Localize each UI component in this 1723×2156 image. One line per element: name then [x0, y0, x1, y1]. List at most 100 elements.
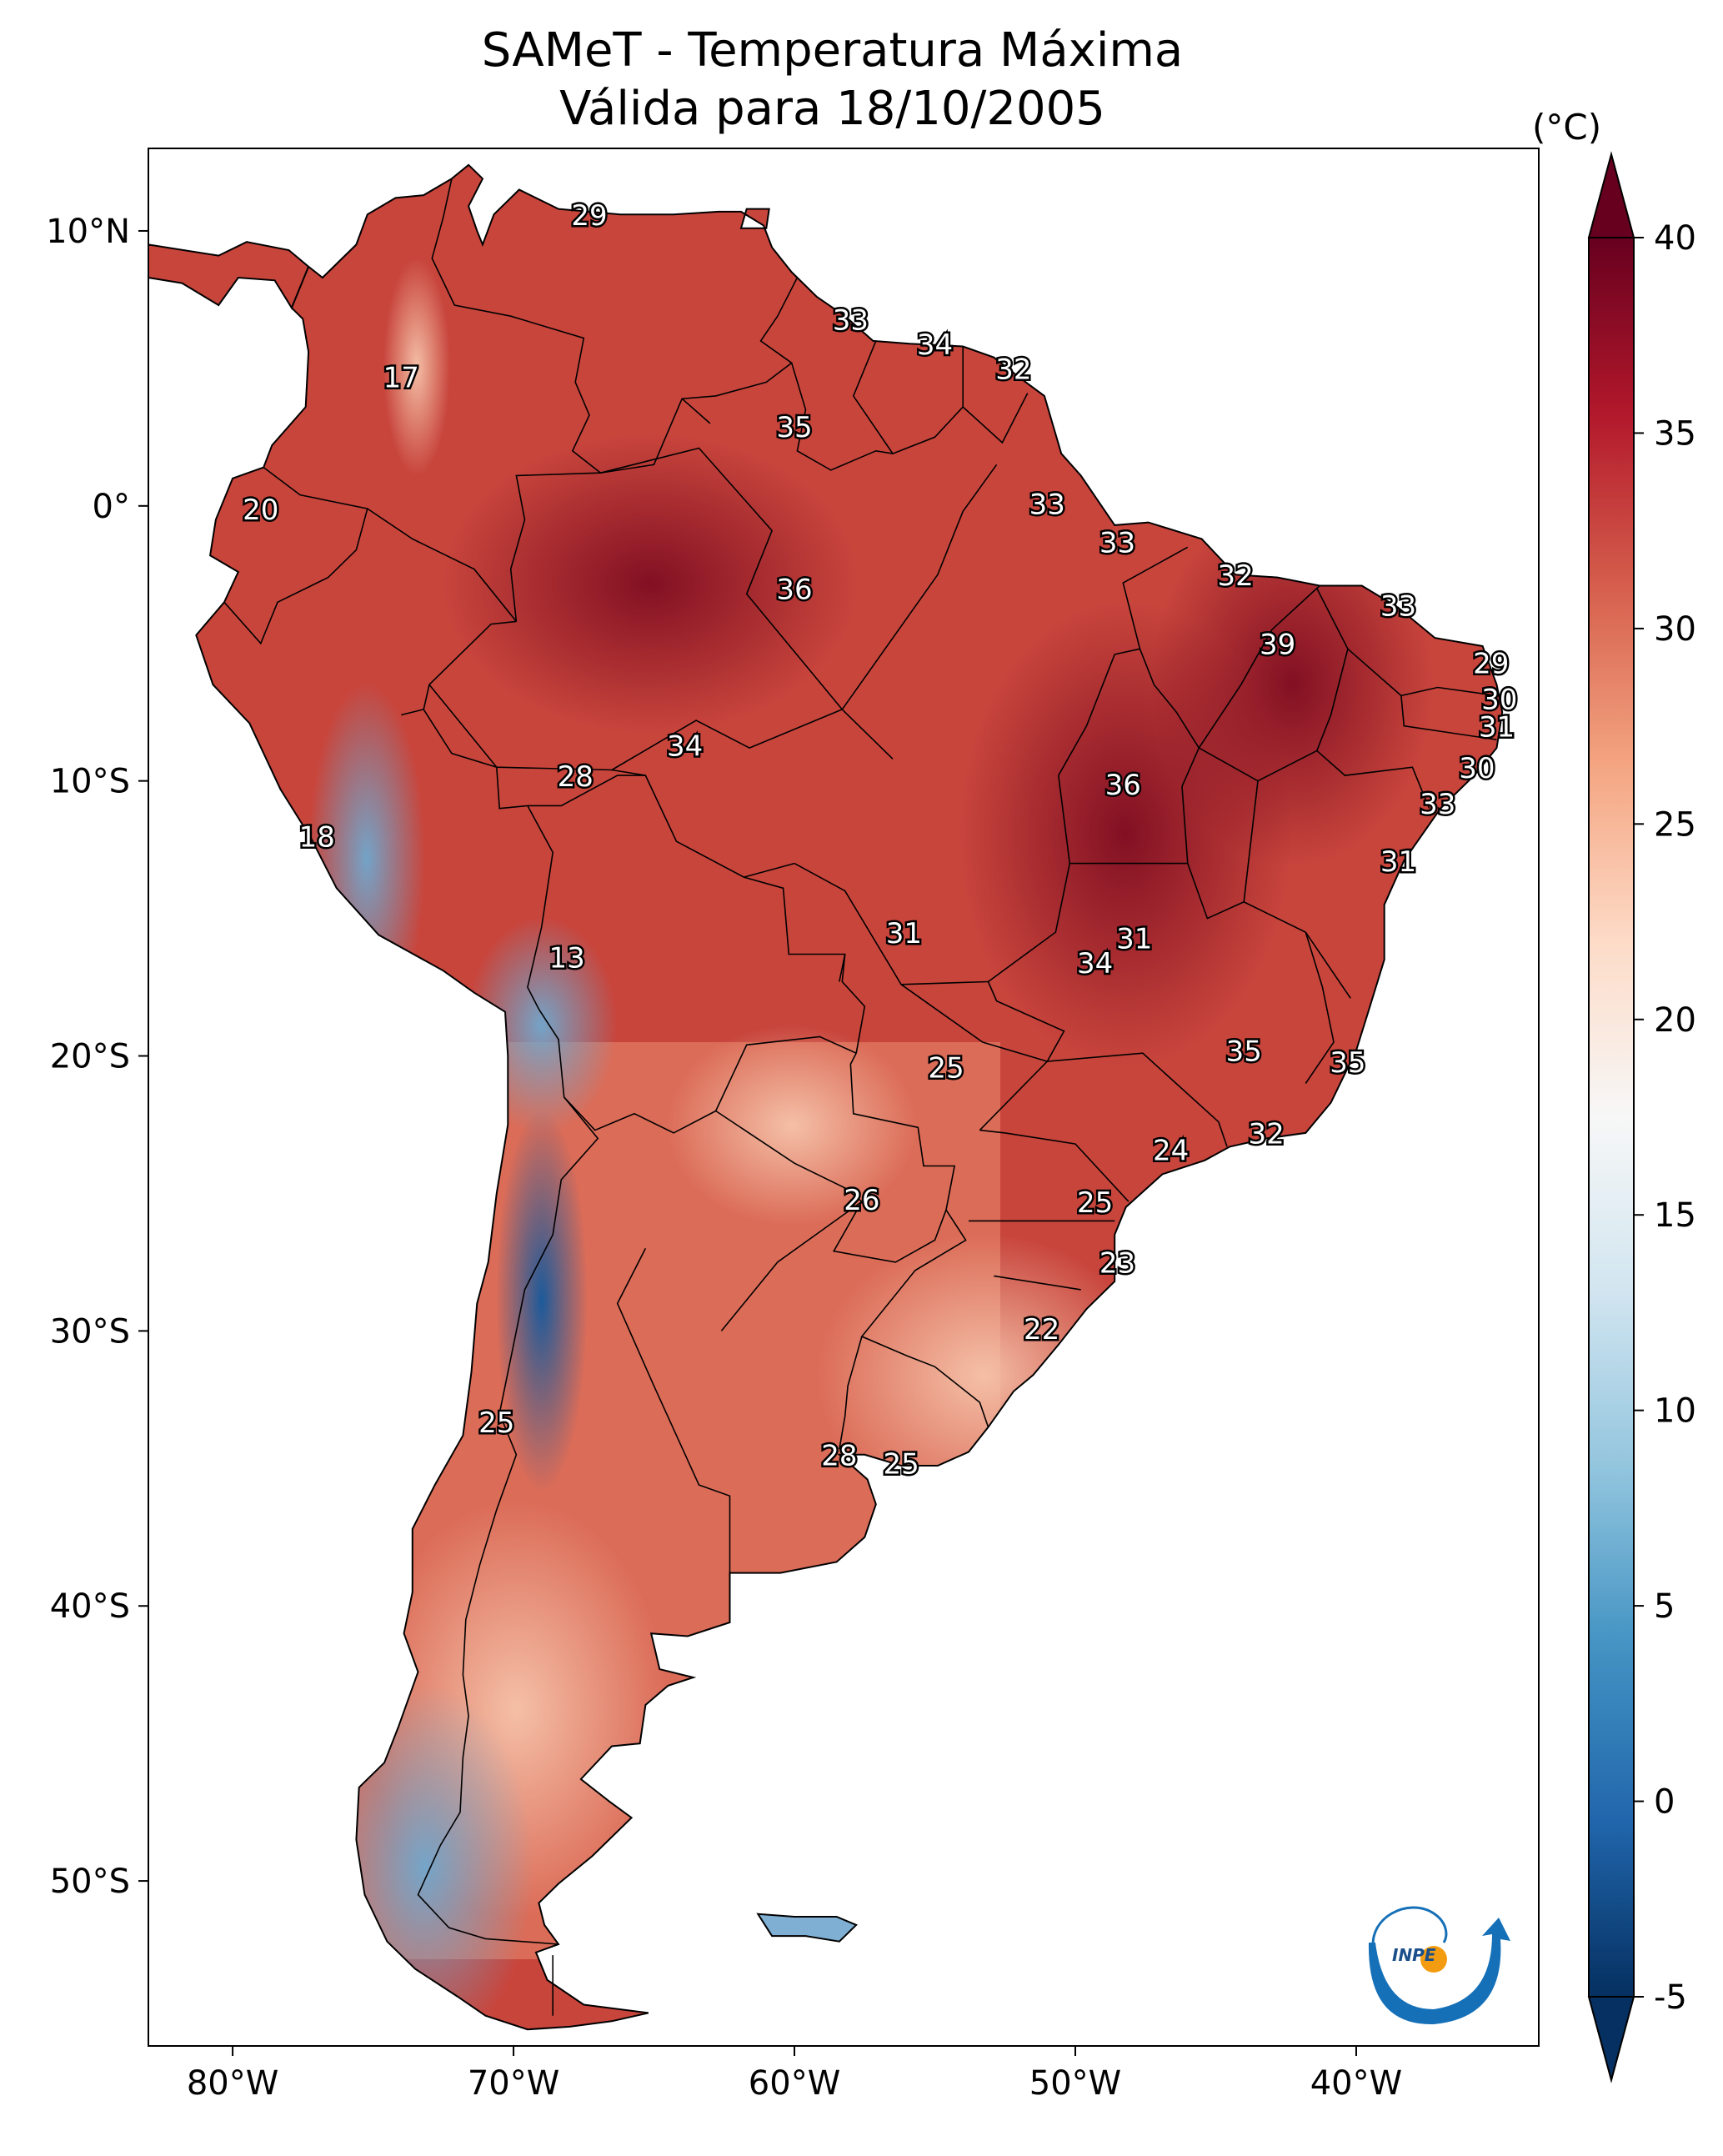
logo-orange-dot — [1420, 1946, 1447, 1973]
station-value-label: 30 — [1481, 684, 1517, 717]
lat-tick-label: 40°S — [50, 1587, 130, 1626]
colorbar-tick-label: 20 — [1654, 1001, 1696, 1040]
station-value-label: 34 — [667, 730, 703, 764]
lat-tick-label: 0° — [93, 488, 130, 526]
shade-mild-paraguay — [667, 1025, 917, 1226]
lon-tick-label: 80°W — [187, 2064, 278, 2103]
map-frame — [148, 148, 1540, 2047]
station-value-label: 31 — [1380, 845, 1416, 879]
lat-tick-label: 50°S — [50, 1863, 130, 1901]
station-value-label: 25 — [883, 1448, 919, 1482]
border-line — [431, 178, 601, 474]
station-value-label: 33 — [1420, 788, 1455, 821]
station-value-label: 34 — [917, 328, 953, 362]
border-line — [715, 1110, 947, 1263]
border-line — [527, 805, 554, 1010]
station-value-label: 36 — [776, 574, 812, 607]
border-line — [849, 1052, 956, 1211]
station-value-label: 32 — [1248, 1118, 1284, 1151]
title-line-1: SAMeT - Temperatura Máxima — [481, 23, 1184, 78]
border-line — [720, 1201, 863, 1331]
station-value-label: 29 — [571, 199, 607, 233]
border-line — [794, 862, 989, 985]
border-line — [839, 1336, 863, 1450]
border-line — [1122, 546, 1189, 649]
colorbar-tick-label: 40 — [1654, 219, 1696, 258]
border-line — [790, 363, 894, 471]
shade-cool-colombia-andes — [383, 258, 450, 475]
lon-tick-label: 40°W — [1310, 2064, 1402, 2103]
border-line — [744, 862, 795, 878]
station-value-label: 33 — [833, 303, 869, 337]
colorbar-tick-label: 0 — [1654, 1783, 1675, 1822]
border-line — [417, 1096, 599, 1945]
latitude-axis: 10°N 0° 10°S 20°S 30°S 40°S 50°S — [46, 213, 148, 1901]
station-value-label: 32 — [1217, 559, 1253, 593]
station-value-label: 25 — [1077, 1186, 1113, 1220]
shade-hot-amazon — [442, 434, 859, 734]
falkland-islands — [756, 1913, 858, 1943]
station-value-label: 25 — [478, 1406, 514, 1440]
colorbar-tick-label: 30 — [1654, 610, 1696, 649]
border-line — [609, 709, 843, 776]
border-line — [600, 277, 799, 474]
colorbar-tick-label: 25 — [1654, 805, 1696, 844]
border-line — [527, 775, 866, 1054]
border-line — [852, 340, 964, 455]
station-value-label: 24 — [1153, 1135, 1189, 1168]
border-line — [401, 709, 424, 716]
colorbar-tick-label: 5 — [1654, 1587, 1675, 1626]
station-value-label: 33 — [1380, 589, 1416, 623]
border-line — [600, 447, 843, 710]
colorbar-tick-label: 35 — [1654, 414, 1696, 453]
border-line — [681, 398, 711, 424]
shade-cold-central-andes — [496, 1109, 588, 1492]
station-value-label: 33 — [1099, 527, 1135, 560]
coastline — [148, 163, 1504, 2031]
colorbar-unit: (°C) — [1532, 107, 1602, 148]
shade-hot-northeast — [1150, 500, 1434, 867]
lat-tick-label: 10°S — [50, 763, 130, 801]
border-line — [987, 863, 1071, 1062]
station-value-label: 35 — [776, 411, 812, 444]
lon-tick-label: 50°W — [1029, 2064, 1121, 2103]
station-value-label: 28 — [821, 1440, 857, 1473]
station-value-label: 13 — [548, 942, 584, 975]
station-value-label: 35 — [1226, 1035, 1262, 1069]
logo-text: INPE — [1392, 1945, 1436, 1965]
station-value-label: 17 — [383, 362, 419, 395]
station-value-label: 34 — [1077, 947, 1113, 980]
colorbar-ticks: 40 35 30 25 20 15 10 5 0 -5 — [1634, 219, 1696, 2017]
title-line-2: Válida para 18/10/2005 — [559, 82, 1105, 136]
border-line — [428, 684, 613, 771]
station-value-label: 35 — [1330, 1046, 1365, 1080]
station-value-label: 22 — [1024, 1313, 1059, 1346]
border-line — [423, 620, 528, 810]
colorbar-bottom-arrow — [1587, 1996, 1635, 2083]
lat-tick-label: 30°S — [50, 1312, 130, 1351]
station-value-label: 26 — [844, 1184, 879, 1217]
colorbar-tick-label: 15 — [1654, 1196, 1696, 1235]
border-line — [841, 464, 998, 760]
border-line — [1316, 588, 1349, 751]
border-line — [979, 1129, 1129, 1202]
border-line — [860, 1209, 989, 1428]
station-value-label: 39 — [1260, 629, 1295, 662]
lon-tick-label: 60°W — [749, 2064, 840, 2103]
border-line — [979, 1052, 1228, 1147]
station-value-label: 31 — [1479, 711, 1515, 745]
country-borders — [223, 178, 1497, 2016]
station-value-label: 18 — [299, 820, 335, 854]
colorbar-top-arrow — [1587, 151, 1635, 238]
border-line — [714, 1035, 857, 1111]
border-line — [1347, 648, 1497, 697]
border-line — [1243, 750, 1430, 902]
border-line — [839, 954, 846, 982]
colorbar-body — [1588, 237, 1635, 1998]
lat-tick-label: 20°S — [50, 1038, 130, 1076]
continent-layer — [148, 163, 1504, 2031]
border-line — [1198, 584, 1320, 749]
border-line — [1305, 931, 1335, 1084]
